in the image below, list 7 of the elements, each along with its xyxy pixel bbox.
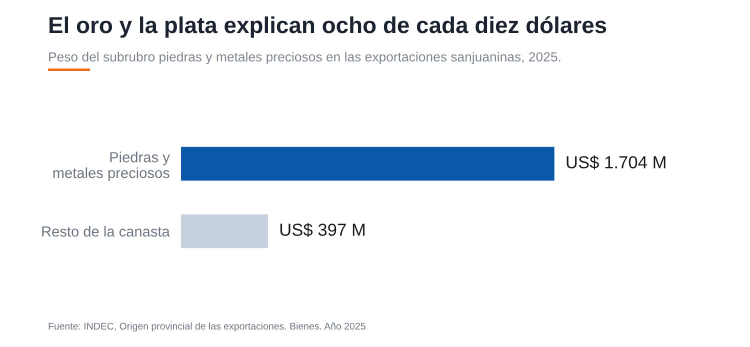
y-tick-label: Resto de la canasta <box>42 226 170 237</box>
data-label: US$ 1.704 M <box>566 155 666 170</box>
y-tick-label: Piedras y metales preciosos <box>53 152 170 181</box>
chart-title: El oro y la plata explican ocho de cada diez dólares <box>50 16 606 38</box>
source-note: Fuente: INDEC, Origen provincial de las exportaciones. Bienes. Año 2025 <box>48 322 366 332</box>
chart-subtitle: Peso del subrubro piedras y metales preciosos en las exportaciones sanjuaninas, 2025. <box>49 52 560 64</box>
data-label: US$ 397 M <box>280 222 365 237</box>
